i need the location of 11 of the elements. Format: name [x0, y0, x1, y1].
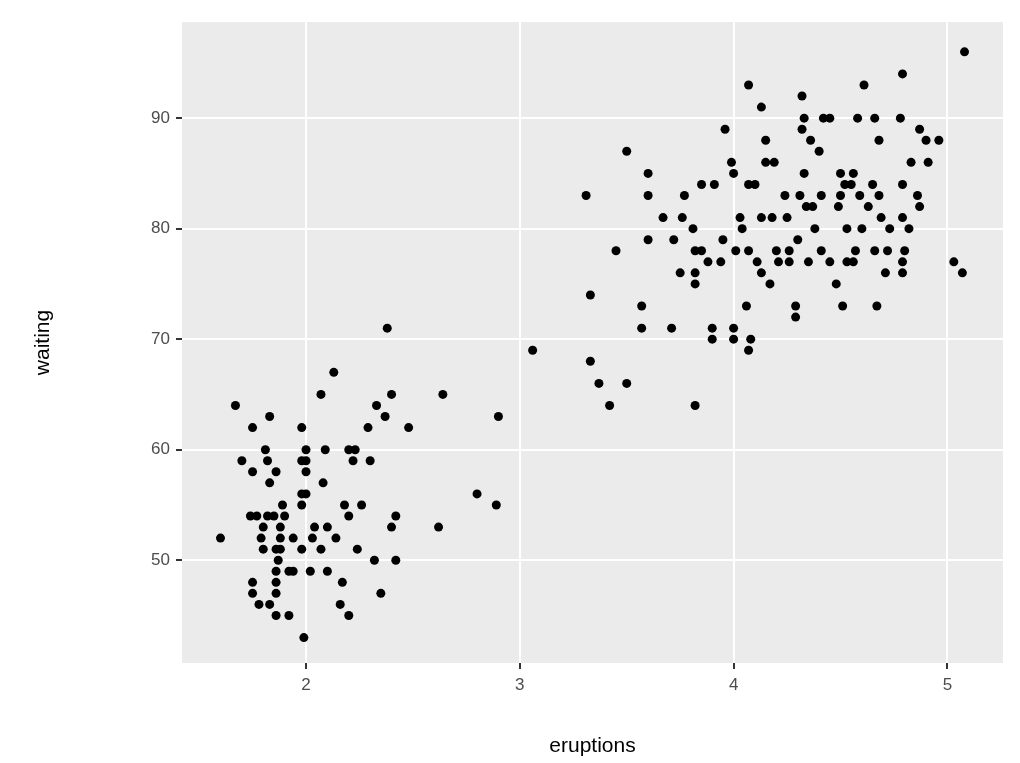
x-tick-label: 5 — [942, 674, 953, 694]
y-tick-label: 70 — [151, 328, 170, 348]
y-axis-title: waiting — [30, 309, 54, 377]
x-axis-title: eruptions — [549, 733, 636, 757]
y-tick-label: 60 — [151, 439, 170, 459]
x-tick-label: 2 — [301, 674, 311, 694]
y-tick-label: 50 — [151, 549, 170, 569]
y-tick-label: 80 — [151, 218, 170, 238]
x-tick-label: 4 — [728, 674, 739, 694]
y-tick-label: 90 — [151, 107, 170, 127]
x-tick-label: 3 — [515, 674, 525, 694]
